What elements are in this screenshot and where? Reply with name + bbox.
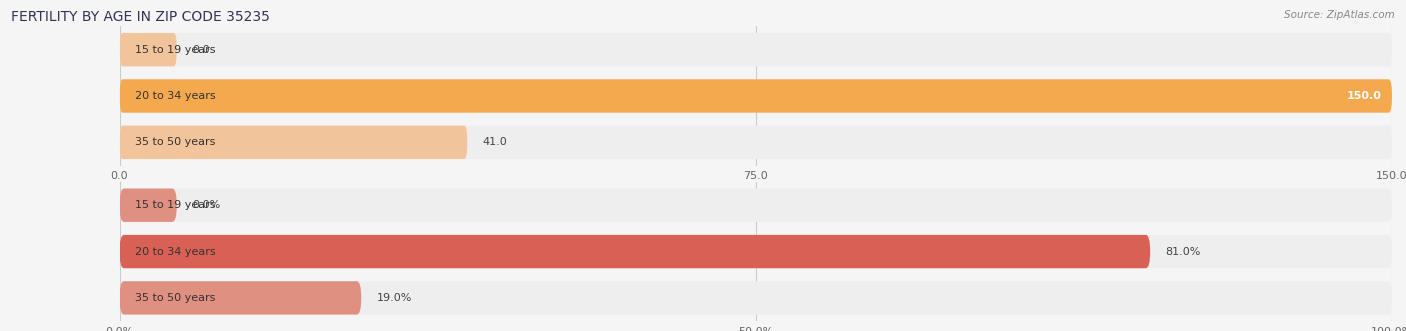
- FancyBboxPatch shape: [120, 281, 1392, 314]
- FancyBboxPatch shape: [120, 79, 1392, 113]
- FancyBboxPatch shape: [120, 79, 1392, 113]
- Text: Source: ZipAtlas.com: Source: ZipAtlas.com: [1284, 10, 1395, 20]
- Text: 20 to 34 years: 20 to 34 years: [135, 91, 215, 101]
- Text: 41.0: 41.0: [482, 137, 508, 147]
- Text: 81.0%: 81.0%: [1166, 247, 1201, 257]
- Text: 35 to 50 years: 35 to 50 years: [135, 293, 215, 303]
- Text: 15 to 19 years: 15 to 19 years: [135, 45, 215, 55]
- Text: 35 to 50 years: 35 to 50 years: [135, 137, 215, 147]
- Text: 150.0: 150.0: [1347, 91, 1382, 101]
- FancyBboxPatch shape: [120, 126, 467, 159]
- Text: 15 to 19 years: 15 to 19 years: [135, 200, 215, 210]
- FancyBboxPatch shape: [120, 33, 177, 66]
- Text: FERTILITY BY AGE IN ZIP CODE 35235: FERTILITY BY AGE IN ZIP CODE 35235: [11, 10, 270, 24]
- Text: 19.0%: 19.0%: [377, 293, 412, 303]
- Text: 20 to 34 years: 20 to 34 years: [135, 247, 215, 257]
- FancyBboxPatch shape: [120, 189, 177, 222]
- FancyBboxPatch shape: [120, 281, 361, 314]
- Text: 0.0%: 0.0%: [193, 200, 221, 210]
- FancyBboxPatch shape: [120, 235, 1392, 268]
- Text: 0.0: 0.0: [193, 45, 209, 55]
- FancyBboxPatch shape: [120, 235, 1150, 268]
- FancyBboxPatch shape: [120, 189, 1392, 222]
- FancyBboxPatch shape: [120, 126, 1392, 159]
- FancyBboxPatch shape: [120, 33, 1392, 66]
